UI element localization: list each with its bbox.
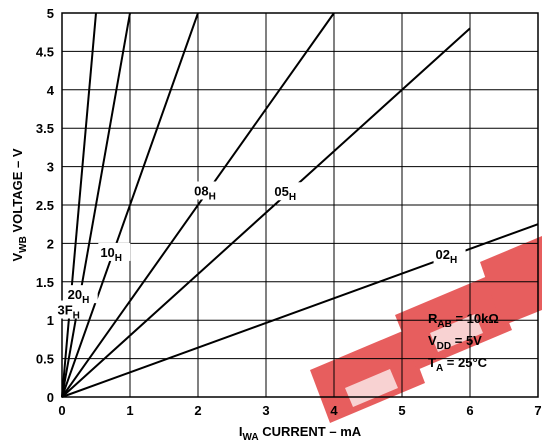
series-label-bg <box>98 242 131 261</box>
y-tick-label: 0 <box>47 390 54 405</box>
watermark-shape-3 <box>480 236 542 326</box>
x-tick-label: 2 <box>194 403 201 418</box>
x-tick-label: 6 <box>466 403 473 418</box>
series-label-08: 08H <box>192 181 225 202</box>
note-rab: RAB = 10kΩ <box>428 311 499 330</box>
note-vdd: VDD = 5V <box>428 333 482 352</box>
y-tick-label: 4 <box>47 83 55 98</box>
y-tick-label: 4.5 <box>36 44 54 59</box>
series-label-3f: 3FH <box>55 300 88 322</box>
series-label-bg <box>272 182 305 201</box>
series-label-bg <box>433 245 466 264</box>
y-tick-labels: 0 0.5 1 1.5 2 2.5 3 3.5 4 4.5 5 <box>36 6 55 405</box>
x-axis-title: IWA CURRENT – mA <box>239 424 362 443</box>
y-tick-label: 3.5 <box>36 121 54 136</box>
x-axis-title-sub: WA <box>242 432 258 443</box>
series-line-20 <box>61 12 131 398</box>
y-axis-title: VWB VOLTAGE – V <box>10 148 29 261</box>
y-tick-label: 2 <box>47 236 54 251</box>
plot-frame <box>61 12 539 398</box>
series-line-08 <box>61 12 335 398</box>
series-label-bg <box>65 285 98 304</box>
y-tick-label: 1.5 <box>36 275 54 290</box>
conditions-note: RAB = 10kΩ VDD = 5V TA = 25°C <box>428 311 499 374</box>
series-line-3f <box>61 12 97 398</box>
series-label-20: 20H <box>65 285 98 306</box>
series-label-text: 05H <box>274 184 296 203</box>
x-axis-title-main: I <box>239 424 243 439</box>
y-tick-label: 0.5 <box>36 352 54 367</box>
y-tick-label: 5 <box>47 6 54 21</box>
y-axis-title-main: V <box>10 253 25 262</box>
series-line-10 <box>61 12 199 398</box>
series-label-02: 02H <box>433 245 466 266</box>
series-label-bg <box>55 300 88 319</box>
series-label-text: 3FH <box>57 303 79 322</box>
y-axis-title-sub: WB <box>18 236 29 253</box>
x-tick-label: 3 <box>262 403 269 418</box>
x-tick-label: 7 <box>534 403 541 418</box>
x-tick-label: 5 <box>398 403 405 418</box>
series-label-bg <box>192 181 225 200</box>
x-tick-labels: 0 1 2 3 4 5 6 7 <box>58 403 541 418</box>
series-label-10: 10H <box>98 242 131 264</box>
y-tick-label: 2.5 <box>36 198 54 213</box>
watermark-shape-1 <box>310 330 425 423</box>
x-axis-title-rest: CURRENT – mA <box>259 424 362 439</box>
x-tick-label: 0 <box>58 403 65 418</box>
y-axis-title-rest: VOLTAGE – V <box>10 148 25 236</box>
grid <box>61 12 539 398</box>
y-tick-label: 3 <box>47 160 54 175</box>
series-label-text: 10H <box>100 245 122 264</box>
x-tick-label: 4 <box>330 403 338 418</box>
series-label-text: 20H <box>68 287 90 306</box>
watermark-shape-2 <box>395 275 512 370</box>
series-line-05 <box>61 27 471 398</box>
series-label-text: 02H <box>436 247 458 266</box>
series-label-05: 05H <box>272 182 305 203</box>
y-tick-label: 1 <box>47 313 54 328</box>
series-lines <box>61 12 539 398</box>
note-ta: TA = 25°C <box>428 355 488 374</box>
series-label-text: 08H <box>194 183 216 202</box>
x-tick-label: 1 <box>126 403 133 418</box>
